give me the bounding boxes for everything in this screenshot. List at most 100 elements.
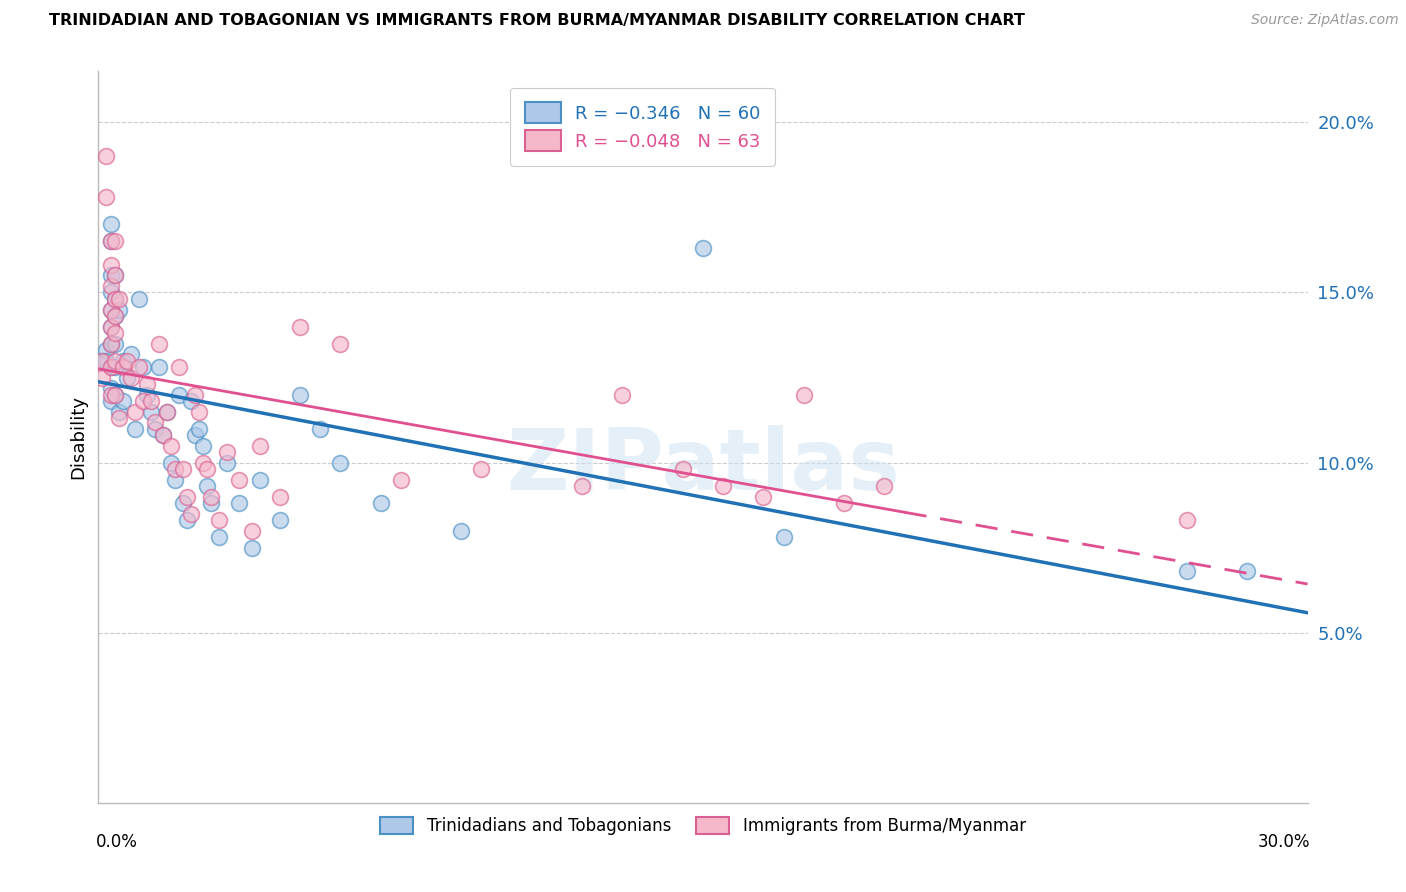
- Point: [91, 353, 114, 368]
- Point: [132, 360, 155, 375]
- Legend: Trinidadians and Tobagonians, Immigrants from Burma/Myanmar: Trinidadians and Tobagonians, Immigrants…: [374, 811, 1032, 842]
- Point: [103, 387, 125, 401]
- Point: [103, 268, 125, 283]
- Point: [103, 310, 125, 324]
- Point: [193, 456, 215, 470]
- Point: [172, 496, 194, 510]
- Point: [91, 370, 114, 384]
- Point: [193, 439, 215, 453]
- Point: [163, 473, 186, 487]
- Point: [100, 302, 122, 317]
- Point: [103, 310, 125, 324]
- Point: [96, 343, 118, 358]
- Point: [450, 524, 472, 538]
- Point: [200, 496, 222, 510]
- Point: [103, 293, 125, 307]
- Point: [217, 445, 239, 459]
- Text: 30.0%: 30.0%: [1258, 833, 1310, 851]
- Point: [103, 293, 125, 307]
- Point: [309, 421, 332, 435]
- Text: Source: ZipAtlas.com: Source: ZipAtlas.com: [1251, 13, 1399, 28]
- Point: [103, 387, 125, 401]
- Text: ZIPatlas: ZIPatlas: [506, 425, 900, 508]
- Point: [103, 336, 125, 351]
- Point: [152, 428, 174, 442]
- Point: [100, 235, 122, 249]
- Point: [240, 524, 263, 538]
- Point: [100, 360, 122, 375]
- Point: [156, 404, 179, 418]
- Point: [115, 353, 138, 368]
- Point: [156, 404, 179, 418]
- Point: [269, 490, 291, 504]
- Point: [200, 490, 222, 504]
- Point: [107, 302, 129, 317]
- Point: [111, 353, 134, 368]
- Point: [470, 462, 492, 476]
- Point: [180, 507, 202, 521]
- Point: [100, 387, 122, 401]
- Point: [124, 404, 146, 418]
- Point: [103, 235, 125, 249]
- Point: [103, 326, 125, 341]
- Point: [160, 439, 183, 453]
- Point: [163, 462, 186, 476]
- Point: [100, 302, 122, 317]
- Point: [269, 513, 291, 527]
- Point: [100, 218, 122, 232]
- Point: [612, 387, 634, 401]
- Point: [389, 473, 412, 487]
- Point: [96, 190, 118, 204]
- Point: [115, 370, 138, 384]
- Point: [217, 456, 239, 470]
- Point: [100, 235, 122, 249]
- Point: [107, 404, 129, 418]
- Point: [143, 415, 166, 429]
- Point: [176, 513, 198, 527]
- Point: [288, 319, 311, 334]
- Y-axis label: Disability: Disability: [69, 395, 87, 479]
- Point: [160, 456, 183, 470]
- Point: [167, 360, 190, 375]
- Point: [188, 421, 211, 435]
- Point: [120, 370, 142, 384]
- Point: [188, 404, 211, 418]
- Point: [180, 394, 202, 409]
- Point: [152, 428, 174, 442]
- Point: [100, 268, 122, 283]
- Point: [100, 336, 122, 351]
- Point: [1236, 565, 1258, 579]
- Text: TRINIDADIAN AND TOBAGONIAN VS IMMIGRANTS FROM BURMA/MYANMAR DISABILITY CORRELATI: TRINIDADIAN AND TOBAGONIAN VS IMMIGRANTS…: [49, 13, 1025, 29]
- Point: [1175, 513, 1198, 527]
- Text: 0.0%: 0.0%: [96, 833, 138, 851]
- Point: [711, 479, 734, 493]
- Point: [228, 473, 250, 487]
- Point: [100, 285, 122, 300]
- Point: [91, 353, 114, 368]
- Point: [135, 387, 157, 401]
- Point: [208, 513, 231, 527]
- Point: [111, 360, 134, 375]
- Point: [873, 479, 896, 493]
- Point: [100, 319, 122, 334]
- Point: [370, 496, 392, 510]
- Point: [571, 479, 593, 493]
- Point: [100, 258, 122, 272]
- Point: [752, 490, 775, 504]
- Point: [249, 439, 271, 453]
- Point: [184, 387, 207, 401]
- Point: [96, 149, 118, 163]
- Point: [103, 268, 125, 283]
- Point: [100, 278, 122, 293]
- Point: [772, 531, 794, 545]
- Point: [124, 421, 146, 435]
- Point: [195, 462, 218, 476]
- Point: [148, 360, 170, 375]
- Point: [111, 394, 134, 409]
- Point: [103, 353, 125, 368]
- Point: [329, 456, 352, 470]
- Point: [148, 336, 170, 351]
- Point: [228, 496, 250, 510]
- Point: [132, 394, 155, 409]
- Point: [103, 360, 125, 375]
